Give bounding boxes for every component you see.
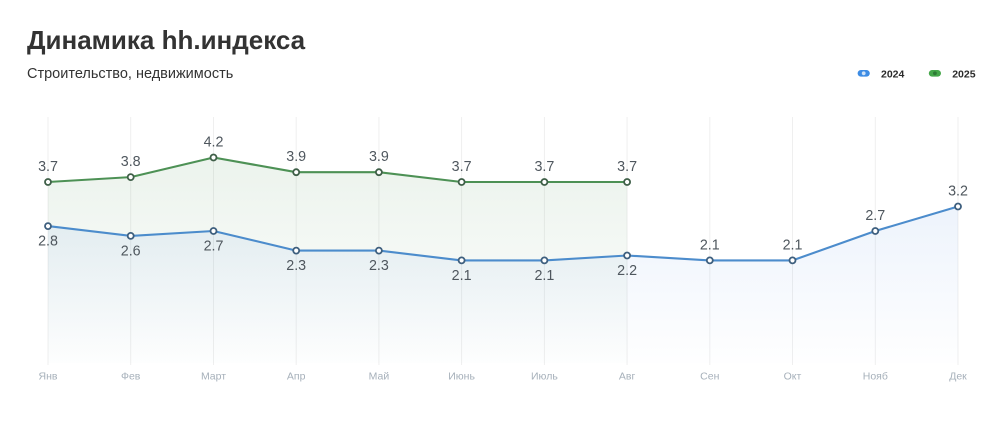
svg-text:Сен: Сен	[700, 371, 719, 383]
svg-text:2.7: 2.7	[204, 239, 224, 255]
svg-text:3.7: 3.7	[534, 159, 554, 175]
svg-text:3.2: 3.2	[948, 184, 968, 200]
svg-text:2.1: 2.1	[783, 237, 803, 253]
svg-text:3.7: 3.7	[38, 159, 58, 175]
svg-text:Апр: Апр	[287, 371, 306, 383]
svg-text:3.9: 3.9	[369, 149, 389, 165]
svg-text:2025: 2025	[952, 68, 976, 80]
svg-text:2.1: 2.1	[700, 237, 720, 253]
svg-text:4.2: 4.2	[204, 135, 224, 151]
svg-text:Май: Май	[369, 371, 390, 383]
svg-text:2.8: 2.8	[38, 234, 58, 250]
svg-text:Июль: Июль	[531, 371, 558, 383]
svg-text:2.3: 2.3	[369, 258, 389, 274]
svg-text:Фев: Фев	[121, 371, 141, 383]
svg-text:Динамика hh.индекса: Динамика hh.индекса	[27, 25, 306, 55]
svg-text:2.1: 2.1	[534, 268, 554, 284]
svg-text:Янв: Янв	[39, 371, 58, 383]
svg-text:2.3: 2.3	[286, 258, 306, 274]
svg-text:3.8: 3.8	[121, 154, 141, 170]
svg-text:3.7: 3.7	[617, 159, 637, 175]
svg-text:Окт: Окт	[784, 371, 802, 383]
svg-text:2024: 2024	[881, 68, 905, 80]
svg-text:Дек: Дек	[949, 371, 967, 383]
svg-text:Авг: Авг	[619, 371, 636, 383]
svg-text:2.7: 2.7	[865, 208, 885, 224]
svg-text:Март: Март	[201, 371, 226, 383]
svg-text:Строительство, недвижимость: Строительство, недвижимость	[27, 66, 233, 82]
svg-text:2.1: 2.1	[452, 268, 472, 284]
svg-text:Нояб: Нояб	[863, 371, 888, 383]
svg-text:3.7: 3.7	[452, 159, 472, 175]
svg-text:Июнь: Июнь	[448, 371, 475, 383]
svg-text:2.6: 2.6	[121, 243, 141, 259]
svg-text:2.2: 2.2	[617, 263, 637, 279]
svg-text:3.9: 3.9	[286, 149, 306, 165]
